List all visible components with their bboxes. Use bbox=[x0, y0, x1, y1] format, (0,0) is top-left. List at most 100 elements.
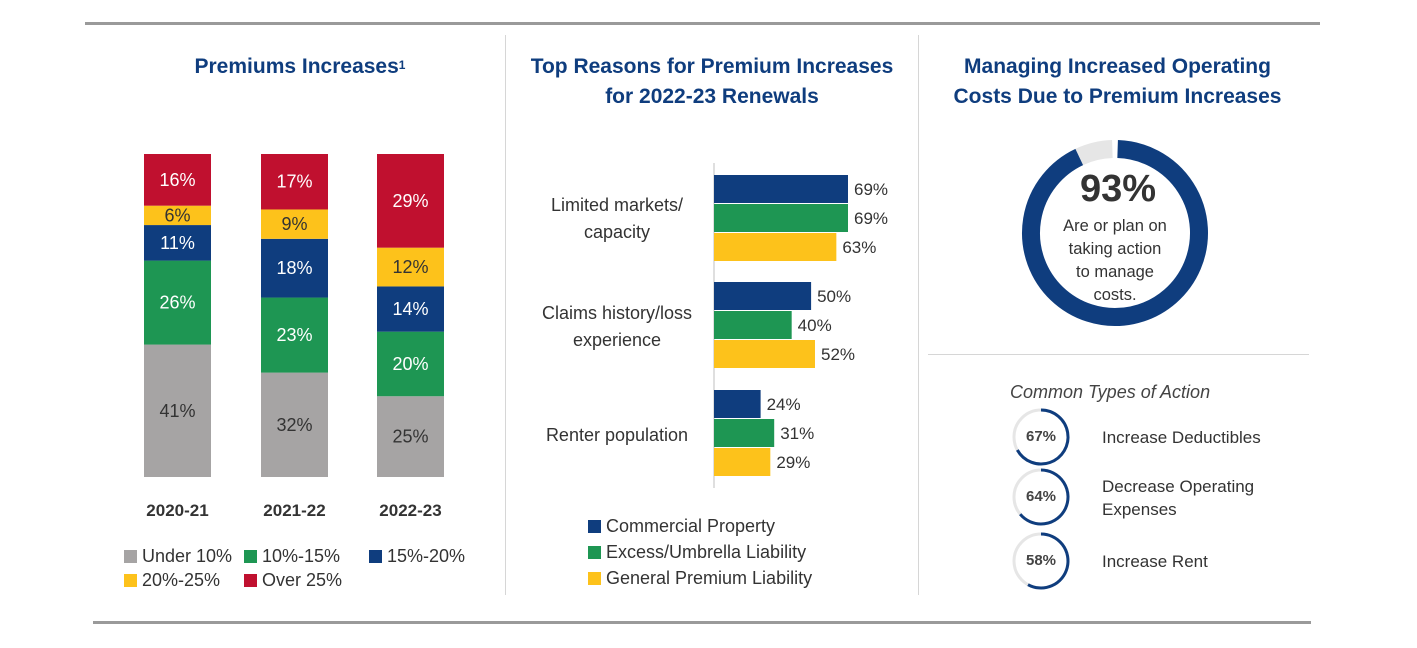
hbar-value-label: 24% bbox=[767, 395, 801, 414]
legend-label: General Premium Liability bbox=[606, 568, 813, 588]
action-description-line: Increase Deductibles bbox=[1102, 428, 1261, 447]
legend-item: Commercial Property bbox=[588, 516, 775, 537]
panel3-title-line2: Costs Due to Premium Increases bbox=[953, 85, 1282, 108]
headline-description: Are or plan on taking action to manage c… bbox=[1040, 215, 1190, 307]
segment-value-label: 20% bbox=[392, 354, 428, 374]
divider-panel3 bbox=[928, 354, 1309, 355]
legend-swatch bbox=[244, 550, 257, 563]
segment-value-label: 26% bbox=[159, 293, 195, 313]
action-description: Increase Rent bbox=[1102, 550, 1208, 573]
hbar-value-label: 52% bbox=[821, 345, 855, 364]
common-actions-title: Common Types of Action bbox=[1010, 382, 1211, 402]
action-ring bbox=[1012, 408, 1070, 466]
category-label: 2022-23 bbox=[379, 501, 441, 520]
headline-text-line: to manage bbox=[1076, 263, 1154, 281]
action-description-line: Increase Rent bbox=[1102, 552, 1208, 571]
headline-text-line: Are or plan on bbox=[1063, 217, 1167, 235]
segment-value-label: 29% bbox=[392, 191, 428, 211]
segment-value-label: 23% bbox=[276, 325, 312, 345]
action-description-line: Expenses bbox=[1102, 500, 1177, 519]
headline-percent: 93% bbox=[1079, 168, 1157, 210]
hbar bbox=[714, 390, 761, 418]
hbar-category-label: capacity bbox=[584, 222, 650, 242]
stacked-bar-segment bbox=[377, 331, 444, 397]
segment-value-label: 41% bbox=[159, 401, 195, 421]
segment-value-label: 9% bbox=[281, 214, 307, 234]
legend-swatch bbox=[124, 574, 137, 587]
hbar-category-label: Claims history/loss bbox=[542, 303, 692, 323]
stacked-bar-segment bbox=[261, 238, 328, 298]
segment-value-label: 25% bbox=[392, 427, 428, 447]
hbar bbox=[714, 419, 775, 447]
action-percent: 58% bbox=[1025, 552, 1057, 569]
action-ring-arc bbox=[1016, 408, 1070, 466]
hbar-value-label: 69% bbox=[854, 209, 888, 228]
stacked-bar-chart: 41% 26% 11% 6% 16% 2020-21 32% 23% 18% 9% 17% 2021-… bbox=[144, 154, 444, 520]
segment-value-label: 17% bbox=[276, 172, 312, 192]
donut-value-arc bbox=[1022, 140, 1208, 326]
legend-swatch bbox=[588, 572, 601, 585]
hbar-value-label: 50% bbox=[817, 287, 851, 306]
segment-value-label: 12% bbox=[392, 257, 428, 277]
hbar bbox=[714, 311, 792, 339]
legend-label: Over 25% bbox=[262, 570, 343, 590]
hbar bbox=[714, 448, 771, 476]
divider-left bbox=[505, 35, 506, 595]
legend-swatch bbox=[244, 574, 257, 587]
category-label: 2020-21 bbox=[146, 501, 208, 520]
hbar-value-label: 40% bbox=[798, 316, 832, 335]
hbar-value-label: 69% bbox=[854, 180, 888, 199]
legend-label: Under 10% bbox=[142, 546, 233, 566]
panel3-title: Managing Increased Operating Costs Due t… bbox=[925, 52, 1310, 112]
segment-value-label: 32% bbox=[276, 415, 312, 435]
panel3-title-line1: Managing Increased Operating bbox=[964, 55, 1271, 78]
panel1-title-text: Premiums Increases bbox=[194, 55, 399, 78]
divider-right bbox=[918, 35, 919, 595]
segment-value-label: 6% bbox=[164, 205, 190, 225]
footnote-marker: 1 bbox=[398, 58, 406, 72]
stacked-bar-segment bbox=[377, 396, 444, 477]
hbar bbox=[714, 340, 815, 368]
legend-label: 20%-25% bbox=[142, 570, 221, 590]
legend-swatch bbox=[369, 550, 382, 563]
segment-value-label: 11% bbox=[160, 233, 195, 253]
legend-label: Excess/Umbrella Liability bbox=[606, 542, 807, 562]
hbar-category-label: Limited markets/ bbox=[551, 195, 683, 215]
top-rule bbox=[85, 22, 1320, 25]
stacked-bar-segment bbox=[144, 154, 211, 206]
action-description: Decrease Operating Expenses bbox=[1102, 475, 1254, 521]
hbar-category-label: Renter population bbox=[546, 425, 688, 445]
stacked-bar-segment bbox=[261, 297, 328, 373]
panel1-title: Premiums Increases1 bbox=[120, 52, 480, 82]
segment-value-label: 16% bbox=[159, 170, 195, 190]
category-label: 2021-22 bbox=[263, 501, 325, 520]
hbar-value-label: 29% bbox=[776, 453, 810, 472]
action-description: Increase Deductibles bbox=[1102, 426, 1261, 449]
action-ring bbox=[1012, 532, 1070, 590]
stacked-bar-segment bbox=[144, 205, 211, 226]
legend-item: 10%-15% bbox=[244, 546, 340, 567]
horizontal-bar-chart: 69% 69% 63% Limited markets/capacity 50% 40% 5… bbox=[542, 163, 888, 488]
stacked-bar-segment bbox=[144, 344, 211, 477]
action-ring-arc bbox=[1027, 532, 1070, 590]
hbar-value-label: 63% bbox=[842, 238, 876, 257]
stacked-bar-segment bbox=[144, 225, 211, 261]
legend-item: 15%-20% bbox=[369, 546, 465, 567]
panel2-title-line1: Top Reasons for Premium Increases bbox=[530, 55, 894, 78]
legend-item: Over 25% bbox=[244, 570, 342, 591]
hbar bbox=[714, 233, 837, 261]
legend-item: 20%-25% bbox=[124, 570, 220, 591]
action-ring bbox=[1012, 468, 1070, 526]
stacked-bar-segment bbox=[261, 154, 328, 210]
action-percent: 64% bbox=[1025, 488, 1057, 505]
hbar bbox=[714, 175, 848, 203]
action-description-line: Decrease Operating bbox=[1102, 477, 1255, 496]
headline-text-line: costs. bbox=[1093, 286, 1137, 304]
donut-track bbox=[1075, 140, 1113, 166]
stacked-bar-segment bbox=[377, 286, 444, 332]
action-ring-arc bbox=[1019, 468, 1070, 526]
legend-label: 10%-15% bbox=[262, 546, 341, 566]
legend-item: Under 10% bbox=[124, 546, 232, 567]
headline-donut bbox=[1022, 140, 1208, 326]
segment-value-label: 18% bbox=[276, 258, 312, 278]
